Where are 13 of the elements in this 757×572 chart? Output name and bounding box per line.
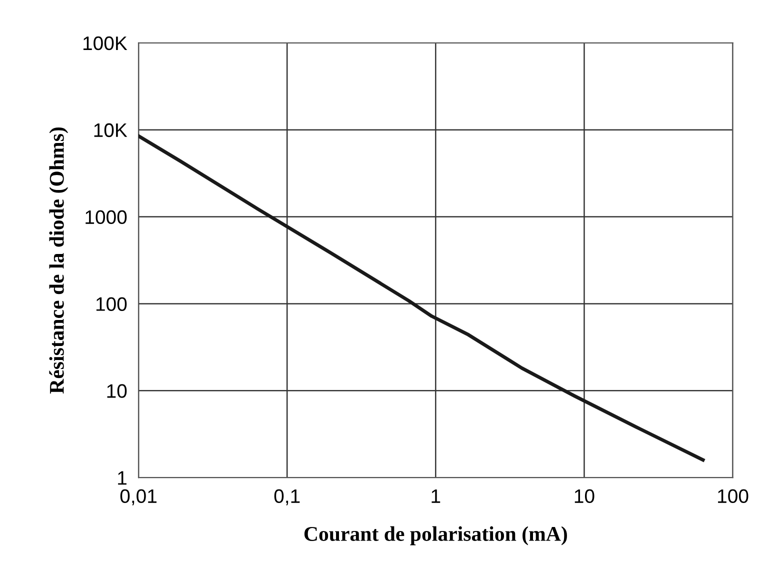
y-tick-label: 100 [96,297,127,311]
x-tick-label: 0,1 [274,489,300,506]
y-tick-label: 10 [107,384,127,398]
y-tick-label: 100K [83,36,128,50]
x-tick-label: 10 [574,489,594,504]
x-tick-label: 0,01 [120,489,157,506]
y-tick-label: 10K [94,123,128,138]
y-tick-label: 1 [118,471,126,485]
y-axis-title: Résistance de la diode (Ohms) [49,128,68,394]
y-tick-label: 1000 [86,210,127,224]
x-tick-label: 1 [432,489,440,503]
x-axis-title: Courant de polarisation (mA) [304,526,567,546]
x-tick-label: 100 [718,489,748,504]
